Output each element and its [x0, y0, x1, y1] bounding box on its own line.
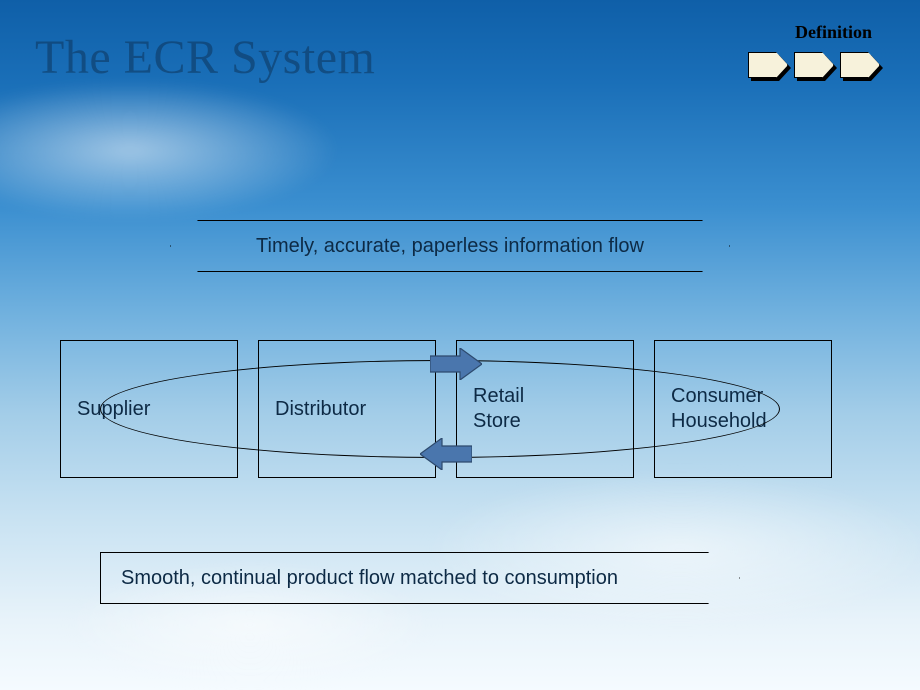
page-title: The ECR System: [35, 30, 375, 85]
pentagon-arrow-icon: [794, 52, 834, 78]
pentagon-arrow-icon: [840, 52, 880, 78]
corner-decoration: [748, 52, 880, 78]
arrow-right-icon: [430, 348, 482, 380]
pentagon-arrow-icon: [748, 52, 788, 78]
information-flow-text: Timely, accurate, paperless information …: [256, 235, 644, 258]
arrow-left-icon: [420, 438, 472, 470]
corner-label: Definition: [795, 22, 872, 43]
product-flow-text: Smooth, continual product flow matched t…: [121, 567, 618, 590]
information-flow-bar: Timely, accurate, paperless information …: [170, 220, 730, 272]
product-flow-bar: Smooth, continual product flow matched t…: [100, 552, 740, 604]
